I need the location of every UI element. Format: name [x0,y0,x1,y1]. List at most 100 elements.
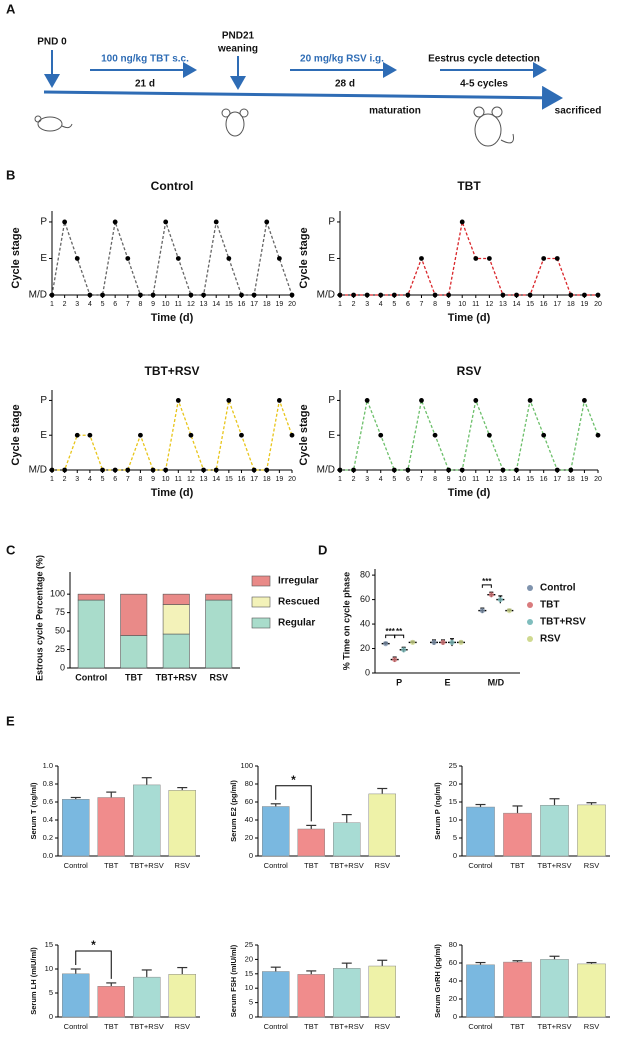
x-tick-label: 9 [447,301,451,308]
x-tick-label: 12 [187,476,195,483]
legend-swatch [251,596,271,608]
bar [577,963,606,1018]
y-tick-label: 20 [360,643,370,653]
x-tick-label: TBT+RSV [538,861,572,870]
point [391,467,397,473]
legend-label: Regular [278,618,315,629]
x-tick-label: Control [468,861,493,870]
y-tick-label: 0 [453,851,457,860]
x-tick-label: 17 [553,301,561,308]
x-tick-label: Control [468,1022,493,1031]
point [100,467,105,473]
mean-point [506,608,512,614]
point [213,467,219,473]
point [405,467,411,473]
point [541,256,547,261]
mean-point [449,639,455,646]
point [276,398,282,403]
point [62,467,68,473]
x-tick-label: Control [64,1022,89,1031]
x-axis-label: Time (d) [448,312,491,324]
point [514,292,519,298]
x-tick-label: 6 [113,476,117,483]
timeline-text: Eestrus cycle detection [428,54,540,65]
point [391,292,397,298]
x-tick-label: Control [75,672,107,682]
x-tick-label: P [396,677,402,687]
legend-label: Rescued [278,597,320,608]
y-axis-label: Cycle stage [10,227,22,288]
bar-segment [77,593,105,601]
x-tick-label: 12 [485,301,493,308]
bar-segment [162,593,190,605]
y-tick-label: 0 [249,1012,253,1021]
y-tick-label: 50 [55,625,65,635]
legend-label: TBT+RSV [540,617,586,628]
bar [168,974,196,1018]
x-tick-label: TBT [125,672,143,682]
bar-segment [205,599,233,669]
point [541,432,547,438]
point [112,219,118,225]
x-tick-label: 8 [433,476,437,483]
x-tick-label: 1 [50,301,54,308]
x-tick-label: 16 [540,476,548,483]
bar [262,971,290,1018]
x-tick-label: 11 [472,476,479,483]
x-tick-label: TBT+RSV [130,861,164,870]
x-tick-label: 10 [162,476,170,483]
x-tick-label: Control [264,1022,289,1031]
y-tick-label: 100 [240,761,253,770]
panel-label: B [6,167,15,182]
x-tick-label: TBT [510,1022,525,1031]
point [432,292,438,298]
timeline-text: 20 mg/kg RSV i.g. [300,54,384,65]
point [239,432,244,438]
point [163,467,169,473]
x-tick-label: TBT+RSV [538,1022,572,1031]
point [473,398,479,403]
legend-label: Irregular [278,576,319,587]
point [337,292,343,298]
panel-label: C [6,542,16,557]
bar [466,964,495,1018]
point [582,292,587,298]
x-tick-label: 15 [225,301,233,308]
y-tick-label: 0.0 [43,851,53,860]
x-tick-label: 18 [263,301,271,308]
x-tick-label: TBT [510,861,525,870]
y-tick-label: E [328,430,335,441]
significance-label: *** [385,627,395,636]
bar [133,976,161,1018]
bar [333,968,361,1018]
bar-segment [162,604,190,635]
x-tick-label: 14 [513,301,521,308]
x-tick-label: 6 [406,476,410,483]
point [595,432,601,438]
y-tick-label: 0 [249,851,253,860]
point [87,292,93,298]
significance-bracket [275,785,312,822]
bar [262,806,290,857]
timeline-text: PND 0 [37,37,67,48]
x-tick-label: 8 [138,476,142,483]
panel-label: E [6,713,15,728]
point [276,256,282,261]
x-tick-label: 11 [175,476,182,483]
y-tick-label: 80 [360,569,370,579]
x-tick-label: 13 [200,476,208,483]
point [150,292,156,298]
point [163,219,169,225]
x-tick-label: 4 [379,301,383,308]
x-tick-label: 17 [250,301,258,308]
x-tick-label: 2 [352,476,356,483]
point [378,292,384,298]
y-axis-label: Serum LH (mIU/ml) [29,947,38,1015]
x-tick-label: 4 [88,476,92,483]
x-tick-label: E [444,677,450,687]
y-tick-label: 0.6 [43,797,53,806]
x-tick-label: 19 [581,476,589,483]
point [432,432,438,438]
x-tick-label: 15 [526,301,534,308]
y-axis-label: Serum P (ng/ml) [433,782,442,840]
